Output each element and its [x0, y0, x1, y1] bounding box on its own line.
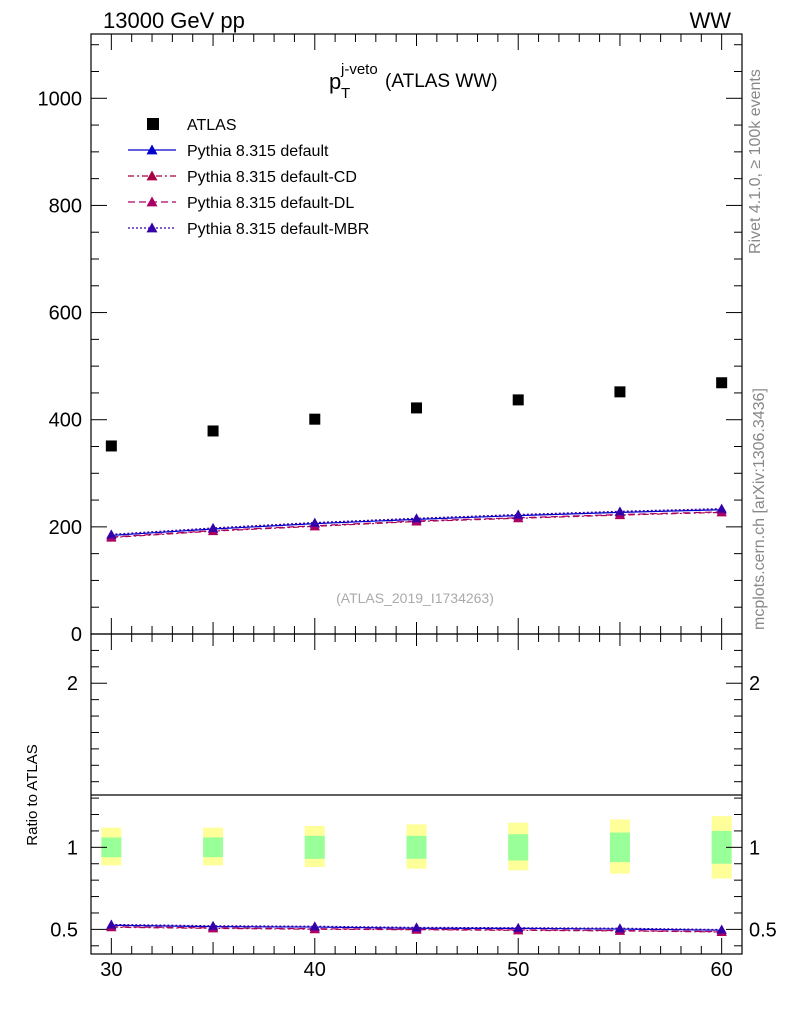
atlas-data-point	[716, 377, 728, 389]
y-tick-label: 200	[49, 517, 82, 539]
ratio-uncertainty-bands	[101, 816, 732, 879]
legend-marker-atlas	[147, 118, 159, 130]
watermark: (ATLAS_2019_I1734263)	[336, 590, 494, 606]
atlas-data-point	[512, 394, 524, 406]
ratio-marker-mbr	[411, 922, 422, 932]
ratio-marker-mbr	[513, 922, 524, 932]
y-tick-label: 800	[49, 195, 82, 217]
ratio-marker-mbr	[106, 919, 117, 929]
ratio-band-inner	[304, 835, 325, 859]
ratio-band-inner	[406, 835, 427, 859]
atlas-data-point	[614, 386, 626, 398]
y-tick-label: 400	[49, 410, 82, 432]
legend-label: ATLAS	[187, 117, 237, 134]
legend-marker-mbr	[146, 222, 158, 233]
mcplots-label: mcplots.cern.ch [arXiv:1306.3436]	[751, 388, 768, 630]
atlas-data-point	[309, 413, 321, 425]
ratio-frame	[90, 633, 743, 955]
legend-marker-dl	[146, 196, 158, 207]
ratio-y-tick-label-right: 0.5	[749, 919, 777, 941]
series-marker-mbr	[208, 522, 219, 532]
legend-label: Pythia 8.315 default	[187, 143, 329, 160]
x-tick-label: 60	[711, 959, 733, 981]
legend-label: Pythia 8.315 default-CD	[187, 169, 357, 186]
ratio-axes: 30 40 50 60 0.5 0.5 1 1 2 2	[50, 649, 777, 981]
title-sub: T	[341, 85, 350, 102]
series-marker-mbr	[716, 503, 727, 513]
y-tick-label: 1000	[38, 88, 83, 110]
title-suffix: (ATLAS WW)	[385, 71, 498, 92]
ratio-y-tick-label-right: 2	[749, 673, 760, 695]
legend-marker-default	[146, 144, 158, 155]
ratio-band-inner	[609, 832, 630, 863]
ratio-y-tick-label: 0.5	[50, 919, 78, 941]
header-right: WW	[689, 8, 731, 33]
title-sup: j-veto	[340, 61, 378, 78]
plot-title: p T j-veto (ATLAS WW)	[329, 61, 498, 102]
title-main: p	[329, 69, 341, 94]
series-marker-mbr	[106, 529, 117, 539]
ratio-marker-mbr	[614, 923, 625, 933]
main-series	[105, 377, 728, 542]
series-marker-mbr	[309, 517, 320, 527]
rivet-label: Rivet 4.1.0, ≥ 100k events	[747, 69, 764, 254]
x-tick-label: 50	[507, 959, 529, 981]
legend-label: Pythia 8.315 default-MBR	[187, 221, 369, 238]
ratio-series	[106, 919, 727, 937]
legend-marker-cd	[146, 170, 158, 181]
main-axes: 0 200 400 600 800 1000	[38, 34, 742, 954]
x-tick-label: 40	[304, 959, 326, 981]
ratio-band-inner	[101, 837, 122, 858]
ratio-band-inner	[711, 830, 732, 864]
y-tick-label: 600	[49, 303, 82, 325]
atlas-data-point	[207, 425, 219, 437]
x-tick-label: 30	[100, 959, 122, 981]
ratio-marker-mbr	[716, 924, 727, 934]
series-marker-mbr	[614, 506, 625, 516]
series-marker-mbr	[513, 509, 524, 519]
ratio-y-tick-label: 1	[67, 837, 78, 859]
y-tick-label: 0	[71, 624, 82, 646]
ratio-band-inner	[203, 837, 224, 858]
legend-label: Pythia 8.315 default-DL	[187, 195, 354, 212]
ratio-marker-mbr	[309, 921, 320, 931]
ratio-ylabel: Ratio to ATLAS	[24, 744, 41, 845]
atlas-data-point	[105, 440, 117, 452]
legend: ATLAS Pythia 8.315 default Pythia 8.315 de…	[128, 117, 369, 238]
series-marker-mbr	[411, 513, 422, 523]
ratio-band-inner	[508, 834, 529, 861]
ratio-marker-mbr	[208, 920, 219, 930]
ratio-y-tick-label: 2	[67, 673, 78, 695]
ratio-y-tick-label-right: 1	[749, 837, 760, 859]
header-left: 13000 GeV pp	[103, 8, 245, 33]
atlas-data-point	[411, 402, 422, 414]
